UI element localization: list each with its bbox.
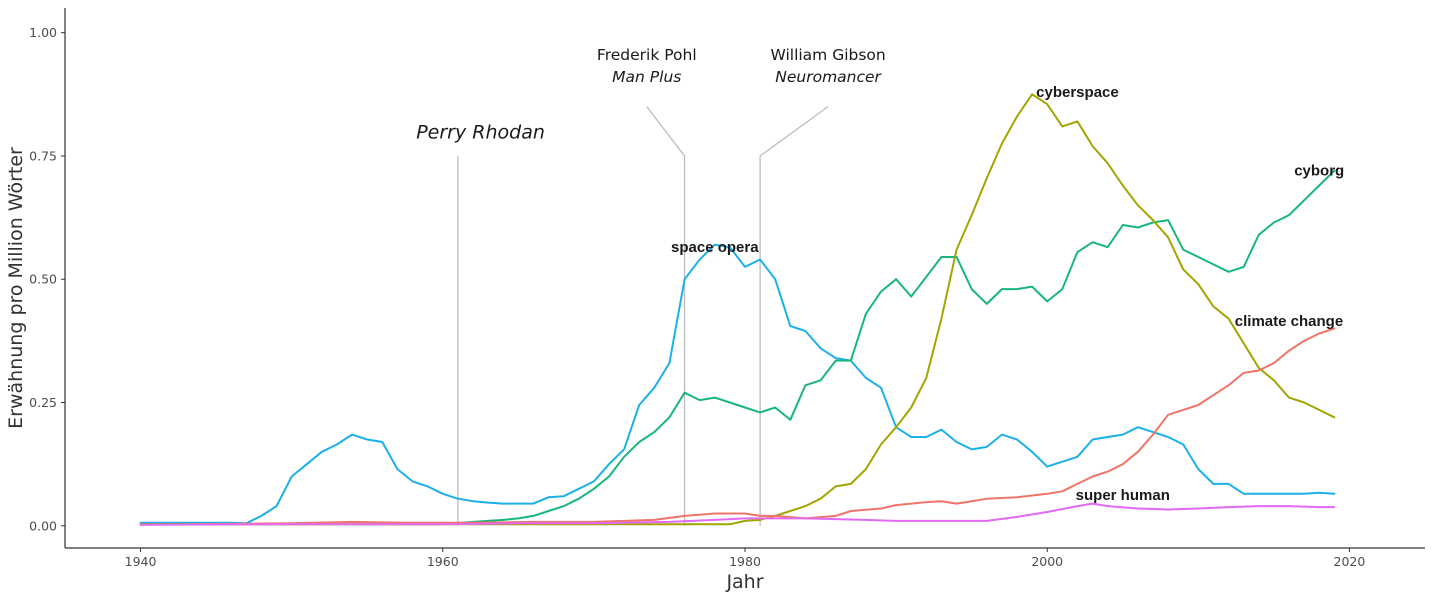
series-labels: space opera cyborg cyberspace climate chang… — [671, 84, 1344, 504]
series-label-cyborg: cyborg — [1294, 163, 1344, 180]
series-label-climate-change: climate change — [1235, 313, 1343, 330]
annotation-leader-line — [759, 106, 829, 526]
x-tick-label: 1940 — [125, 554, 157, 569]
y-tick-label: 0.75 — [29, 148, 57, 163]
annotation-text: Perry Rhodan — [416, 122, 545, 144]
annotation-text: Man Plus — [612, 68, 681, 86]
axes: 0.00 0.25 0.50 0.75 1.00 1940 1960 1980 2000 202… — [5, 8, 1425, 593]
y-axis-title: Erwähnung pro Million Wörter — [5, 147, 27, 429]
series-lines — [139, 93, 1336, 526]
annotations: Perry Rhodan Frederik Pohl Man Plus William… — [416, 46, 886, 526]
x-axis-ticks: 1940 1960 1980 2000 2020 — [125, 548, 1366, 569]
annotation-leader-line — [646, 106, 686, 526]
x-tick-label: 1960 — [427, 554, 459, 569]
annotation-text: Frederik Pohl — [597, 46, 697, 64]
y-tick-label: 0.00 — [29, 518, 57, 533]
series-line-super-human — [139, 502, 1336, 526]
series-line-climate-change — [139, 327, 1336, 526]
y-tick-label: 1.00 — [29, 25, 57, 40]
x-tick-label: 2020 — [1334, 554, 1366, 569]
x-tick-label: 1980 — [729, 554, 761, 569]
series-label-cyberspace: cyberspace — [1036, 84, 1119, 101]
y-tick-label: 0.50 — [29, 272, 57, 287]
annotation-1: Frederik Pohl Man Plus — [597, 46, 697, 526]
x-axis-title: Jahr — [725, 571, 763, 593]
series-line-cyberspace — [139, 93, 1336, 526]
annotation-text: William Gibson — [770, 46, 885, 64]
y-axis-ticks: 0.00 0.25 0.50 0.75 1.00 — [29, 25, 65, 533]
series-label-super-human: super human — [1076, 487, 1170, 504]
annotation-text: Neuromancer — [775, 68, 882, 86]
annotation-0: Perry Rhodan — [416, 122, 545, 526]
y-tick-label: 0.25 — [29, 395, 57, 410]
series-label-space-opera: space opera — [671, 239, 759, 256]
series-line-cyborg — [139, 169, 1336, 526]
x-tick-label: 2000 — [1031, 554, 1063, 569]
annotation-2: William Gibson Neuromancer — [759, 46, 886, 526]
series-line-space-opera — [139, 243, 1336, 525]
